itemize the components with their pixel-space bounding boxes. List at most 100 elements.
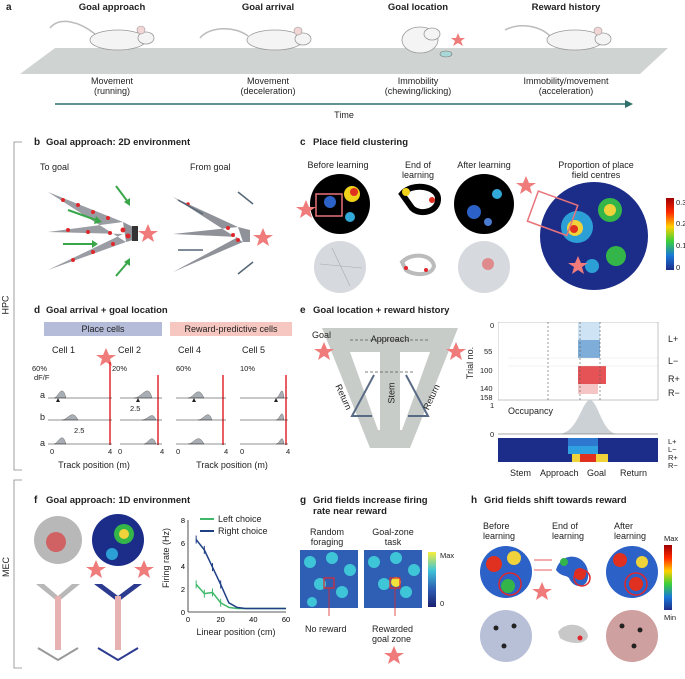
- track-platform: [20, 48, 668, 74]
- 1d-env-maps: [34, 514, 154, 662]
- rewarded-label-1: Rewarded: [372, 624, 414, 634]
- tick-0-b: 0: [118, 447, 123, 456]
- radial-maze-plots: [48, 185, 273, 277]
- h-min-label: Min: [664, 613, 677, 622]
- traj-end: [558, 624, 588, 643]
- to-goal-maze: [48, 185, 158, 277]
- reward-star-icon: [138, 224, 158, 242]
- legend-right-swatch: [200, 530, 214, 532]
- panel-letter-g: g: [300, 495, 307, 506]
- d-xlabel-right: Track position (m): [196, 460, 268, 470]
- row-label-a2: a: [40, 438, 46, 448]
- reward-star-icon: [253, 228, 273, 246]
- stage-title-4: Reward history: [531, 2, 601, 13]
- panel-g-title-2: rate near reward: [313, 506, 387, 517]
- tick-2-5-left: 2.5: [74, 426, 85, 435]
- stage-caption-2b: (deceleration): [240, 86, 296, 96]
- scale-20: 20%: [112, 364, 128, 373]
- occupancy-label: Occupancy: [508, 406, 554, 416]
- panel-letter-e: e: [300, 305, 306, 316]
- cell-5-label: Cell 5: [242, 345, 266, 355]
- cond-bot-2: L−: [668, 445, 677, 454]
- cell-1-label: Cell 1: [52, 345, 76, 355]
- occ-tick-1: 1: [490, 401, 495, 410]
- arrow-icon: [92, 240, 98, 248]
- goalzone-label-1: Goal-zone: [372, 527, 414, 537]
- y-tick-label: 8: [181, 516, 185, 525]
- grid-max-label: Max: [440, 551, 455, 560]
- tick-0-a: 0: [50, 447, 55, 456]
- arrow-icon: [124, 198, 130, 206]
- trial-tick-158: 158: [480, 393, 493, 402]
- panel-letter-b: b: [34, 137, 41, 148]
- grid-zero-label: 0: [440, 599, 445, 608]
- grid-after: [606, 546, 658, 598]
- track-illustration: [20, 20, 668, 108]
- tick-4-c: 4: [224, 447, 229, 456]
- xcat-stem: Stem: [510, 468, 532, 478]
- random-label-1: Random: [309, 527, 345, 537]
- scale-60-1: 60%: [32, 364, 48, 373]
- row-label-a1: a: [40, 390, 46, 400]
- stage-caption-2a: Movement: [246, 76, 290, 86]
- y-tick-label: 4: [181, 562, 185, 571]
- panel-g-title-1: Grid fields increase firing: [313, 495, 428, 506]
- x-tick-label: 60: [282, 615, 290, 624]
- panel-letter-a: a: [6, 2, 12, 13]
- x-tick-label: 40: [249, 615, 257, 624]
- reward-star-icon: [516, 176, 536, 194]
- trajectory-end: [399, 253, 437, 277]
- reward-star-icon: [446, 342, 466, 360]
- mec-label: MEC: [1, 557, 11, 577]
- tick-4-a: 4: [108, 447, 113, 456]
- cell-4-label: Cell 4: [178, 345, 202, 355]
- tick-2-5-right: 2.5: [130, 404, 141, 413]
- grid-field-maps: [300, 550, 422, 664]
- panel-letter-c: c: [300, 137, 306, 148]
- colorbar-tick-02: 0.2: [676, 219, 685, 228]
- reward-cells-label: Reward-predictive cells: [184, 324, 278, 334]
- trial-tick-55: 55: [484, 347, 493, 356]
- trial-no-label: Trial no.: [465, 346, 476, 380]
- arena-before: [310, 174, 370, 234]
- raster-occupancy-plot: [498, 322, 659, 462]
- reward-star-icon: [384, 646, 404, 664]
- rewarded-label-2: goal zone: [372, 634, 412, 644]
- reward-star-icon: [134, 560, 154, 578]
- cond-bot-3: R+: [668, 453, 678, 462]
- time-arrowhead-icon: [625, 100, 633, 108]
- cond-top-2: L−: [668, 356, 679, 366]
- track-traces: [48, 348, 288, 445]
- firing-rate-chart: 0 2 4 6 8 0 20 40 60: [181, 516, 290, 624]
- legend-right-label: Right choice: [218, 526, 268, 536]
- h-max-label: Max: [664, 534, 679, 543]
- panel-letter-f: f: [34, 495, 38, 506]
- trial-tick-0: 0: [490, 321, 495, 330]
- colorbar-tick-03: 0.3: [676, 198, 685, 207]
- to-goal-label: To goal: [40, 162, 70, 172]
- cond-top-3: R+: [668, 374, 680, 384]
- random-label-2: foraging: [310, 537, 344, 547]
- trajectory-before: [314, 241, 366, 293]
- reward-star-icon: [451, 33, 465, 46]
- h-end-2: learning: [552, 531, 585, 541]
- d-xlabel-left: Track position (m): [58, 460, 130, 470]
- grid-colorbar: [428, 552, 436, 607]
- f-xlabel: Linear position (cm): [196, 627, 276, 637]
- proportion-label-1: Proportion of place: [558, 160, 634, 170]
- place-cells-box: [44, 322, 162, 336]
- series-line-right: [195, 539, 286, 610]
- end-learning-label: learning: [401, 170, 435, 180]
- row-label-b: b: [40, 412, 46, 422]
- arena-after: [454, 174, 514, 234]
- ymaze-diagram: [314, 328, 466, 448]
- grid-shift-colorbar: [664, 545, 672, 610]
- hpc-label: HPC: [0, 295, 11, 315]
- panel-h-title: Grid fields shift towards reward: [484, 495, 627, 506]
- end-of-label: End of: [404, 160, 432, 170]
- h-after-2: learning: [614, 531, 647, 541]
- stem-label: Stem: [386, 382, 397, 404]
- trial-tick-100: 100: [480, 366, 493, 375]
- panel-c-title: Place field clustering: [313, 137, 409, 148]
- place-field-colorbar: [666, 198, 674, 270]
